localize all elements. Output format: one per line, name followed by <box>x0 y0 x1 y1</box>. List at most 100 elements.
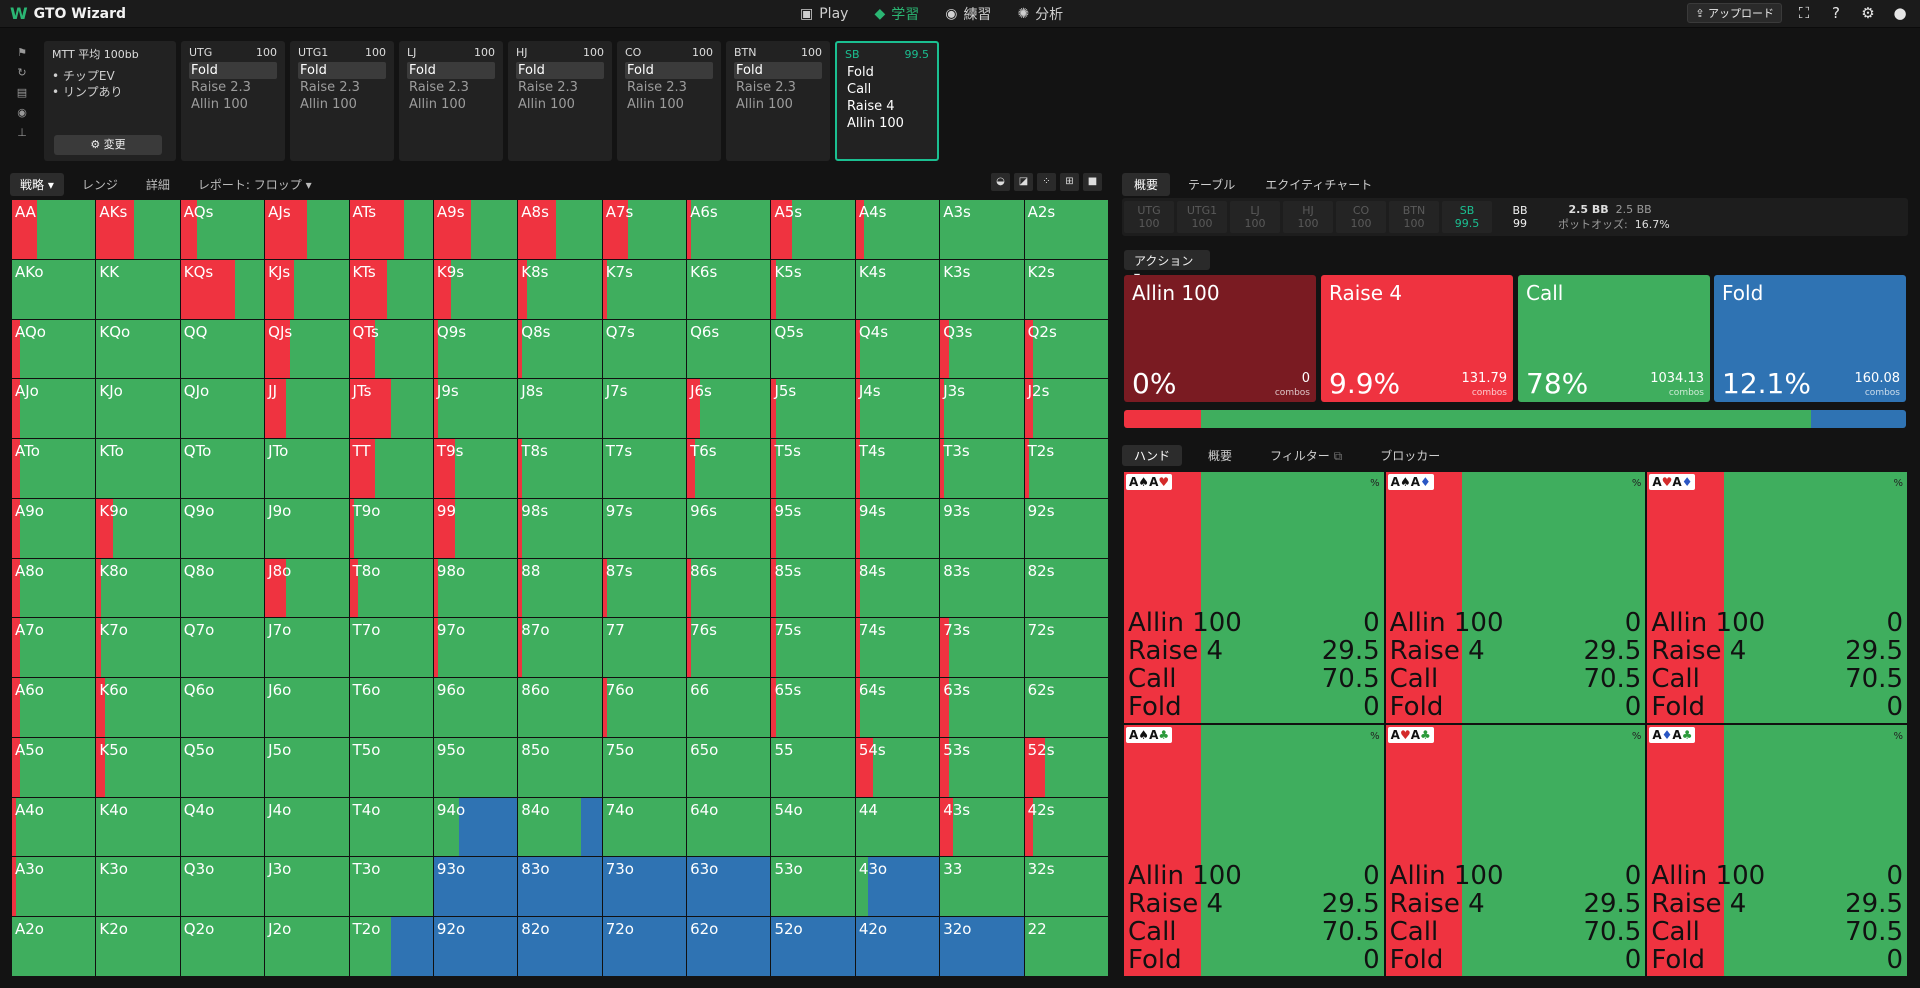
combo-card[interactable]: A♠A♦% Allin 100 0 Raise 4 29.5 Call 70.5 Fold 0 <box>1385 472 1646 723</box>
action-option[interactable]: Fold <box>516 62 604 79</box>
hand-cell[interactable]: 64s <box>855 678 940 737</box>
hand-cell[interactable]: QTs <box>349 319 433 379</box>
action-option[interactable]: Raise 2.3 <box>518 80 578 95</box>
hand-cell[interactable]: T8s <box>518 439 602 498</box>
tab-strategy[interactable]: 戦略 ▾ <box>10 173 64 196</box>
hand-cell[interactable]: AA <box>12 200 96 259</box>
hand-cell[interactable]: 96s <box>687 498 771 558</box>
hand-cell[interactable]: 76s <box>687 618 771 678</box>
hand-cell[interactable]: A2s <box>1024 200 1108 259</box>
hand-cell[interactable]: J3s <box>940 379 1024 439</box>
hand-cell[interactable]: AKo <box>12 259 96 319</box>
hand-cell[interactable]: AJs <box>265 200 349 259</box>
strip-hj[interactable]: HJ 100 <box>1283 201 1333 233</box>
position-card-co[interactable]: CO 100 Fold Raise 2.3 Allin 100 <box>617 41 721 161</box>
hand-cell[interactable]: A8s <box>518 200 602 259</box>
hand-cell[interactable]: T7s <box>602 439 687 498</box>
hand-cell[interactable]: T7o <box>349 618 433 678</box>
hand-cell[interactable]: JJ <box>265 379 349 439</box>
bookmark-icon[interactable]: ⚑ <box>17 46 27 59</box>
hand-cell[interactable]: 84o <box>518 797 602 857</box>
action-option[interactable]: Allin 100 <box>409 97 466 112</box>
small-grid-icon[interactable]: ⁘ <box>1037 173 1056 191</box>
hand-cell[interactable]: AKs <box>96 200 180 259</box>
tab-range[interactable]: レンジ <box>81 178 118 192</box>
hand-cell[interactable]: A4s <box>855 200 940 259</box>
strip-utg[interactable]: UTG 100 <box>1124 201 1174 233</box>
hand-cell[interactable]: 53s <box>940 737 1024 797</box>
hand-cell[interactable]: K2o <box>96 917 180 976</box>
hand-cell[interactable]: 65o <box>687 737 771 797</box>
position-card-utg[interactable]: UTG 100 Fold Raise 2.3 Allin 100 <box>181 41 285 161</box>
hand-cell[interactable]: 88 <box>518 558 602 618</box>
action-option[interactable]: Raise 4 <box>847 99 895 114</box>
hand-cell[interactable]: J7s <box>602 379 687 439</box>
hand-cell[interactable]: J5o <box>265 737 349 797</box>
hand-cell[interactable]: A6s <box>687 200 771 259</box>
hand-cell[interactable]: A2o <box>12 917 96 976</box>
action-option[interactable]: Fold <box>734 62 822 79</box>
hand-cell[interactable]: J4o <box>265 797 349 857</box>
hand-cell[interactable]: A6o <box>12 678 96 737</box>
hand-cell[interactable]: 65s <box>771 678 855 737</box>
hand-cell[interactable]: 98o <box>433 558 518 618</box>
hand-cell[interactable]: KK <box>96 259 180 319</box>
hand-cell[interactable]: 72s <box>1024 618 1108 678</box>
hand-cell[interactable]: J4s <box>855 379 940 439</box>
tab-hands[interactable]: ハンド <box>1122 445 1183 466</box>
hand-cell[interactable]: 75o <box>602 737 687 797</box>
hand-cell[interactable]: J8s <box>518 379 602 439</box>
hand-cell[interactable]: 76o <box>602 678 687 737</box>
action-dropdown[interactable]: アクション ▾ <box>1124 250 1210 283</box>
hand-cell[interactable]: KJs <box>265 259 349 319</box>
hand-cell[interactable]: 64o <box>687 797 771 857</box>
action-option[interactable]: Fold <box>189 62 277 79</box>
hand-cell[interactable]: 22 <box>1024 917 1108 976</box>
hand-cell[interactable]: JTo <box>265 439 349 498</box>
hand-cell[interactable]: Q7o <box>180 618 265 678</box>
gamepad-icon[interactable]: ◉ <box>17 106 27 119</box>
upload-button[interactable]: ⇪ アップロード <box>1687 3 1782 23</box>
position-card-btn[interactable]: BTN 100 Fold Raise 2.3 Allin 100 <box>726 41 830 161</box>
hand-cell[interactable]: A3s <box>940 200 1024 259</box>
hand-cell[interactable]: 93s <box>940 498 1024 558</box>
hand-cell[interactable]: KQo <box>96 319 180 379</box>
hand-cell[interactable]: 42o <box>855 917 940 976</box>
strip-lj[interactable]: LJ 100 <box>1230 201 1280 233</box>
hand-cell[interactable]: 74s <box>855 618 940 678</box>
hand-cell[interactable]: KJo <box>96 379 180 439</box>
hand-cell[interactable]: 84s <box>855 558 940 618</box>
tab-details[interactable]: 詳細 <box>145 178 170 192</box>
hand-cell[interactable]: 62o <box>687 917 771 976</box>
hand-cell[interactable]: 82s <box>1024 558 1108 618</box>
combo-card[interactable]: A♥A♣% Allin 100 0 Raise 4 29.5 Call 70.5 Fold 0 <box>1385 725 1646 976</box>
hand-cell[interactable]: Q7s <box>602 319 687 379</box>
hand-cell[interactable]: 52s <box>1024 737 1108 797</box>
hand-cell[interactable]: QQ <box>180 319 265 379</box>
action-option[interactable]: Allin 100 <box>300 97 357 112</box>
hand-cell[interactable]: Q8o <box>180 558 265 618</box>
position-card-lj[interactable]: LJ 100 Fold Raise 2.3 Allin 100 <box>399 41 503 161</box>
hand-cell[interactable]: T3s <box>940 439 1024 498</box>
hand-cell[interactable]: J9o <box>265 498 349 558</box>
hand-cell[interactable]: K2s <box>1024 259 1108 319</box>
hand-cell[interactable]: 74o <box>602 797 687 857</box>
position-card-hj[interactable]: HJ 100 Fold Raise 2.3 Allin 100 <box>508 41 612 161</box>
hand-cell[interactable]: Q4s <box>855 319 940 379</box>
combo-card[interactable]: A♥A♦% Allin 100 0 Raise 4 29.5 Call 70.5 Fold 0 <box>1647 472 1907 723</box>
nav-practice[interactable]: ◉ 練習 <box>945 4 991 24</box>
hand-cell[interactable]: K8o <box>96 558 180 618</box>
hand-cell[interactable]: J2s <box>1024 379 1108 439</box>
hand-cell[interactable]: AQo <box>12 319 96 379</box>
hand-cell[interactable]: 75s <box>771 618 855 678</box>
hand-cell[interactable]: A7o <box>12 618 96 678</box>
hand-cell[interactable]: T2o <box>349 917 433 976</box>
strip-co[interactable]: CO 100 <box>1336 201 1386 233</box>
hand-cell[interactable]: 94o <box>433 797 518 857</box>
hand-cell[interactable]: K4o <box>96 797 180 857</box>
hand-cell[interactable]: 55 <box>771 737 855 797</box>
hand-cell[interactable]: 97o <box>433 618 518 678</box>
hand-cell[interactable]: K7s <box>602 259 687 319</box>
action-option[interactable]: Raise 2.3 <box>300 80 360 95</box>
hand-cell[interactable]: 44 <box>855 797 940 857</box>
